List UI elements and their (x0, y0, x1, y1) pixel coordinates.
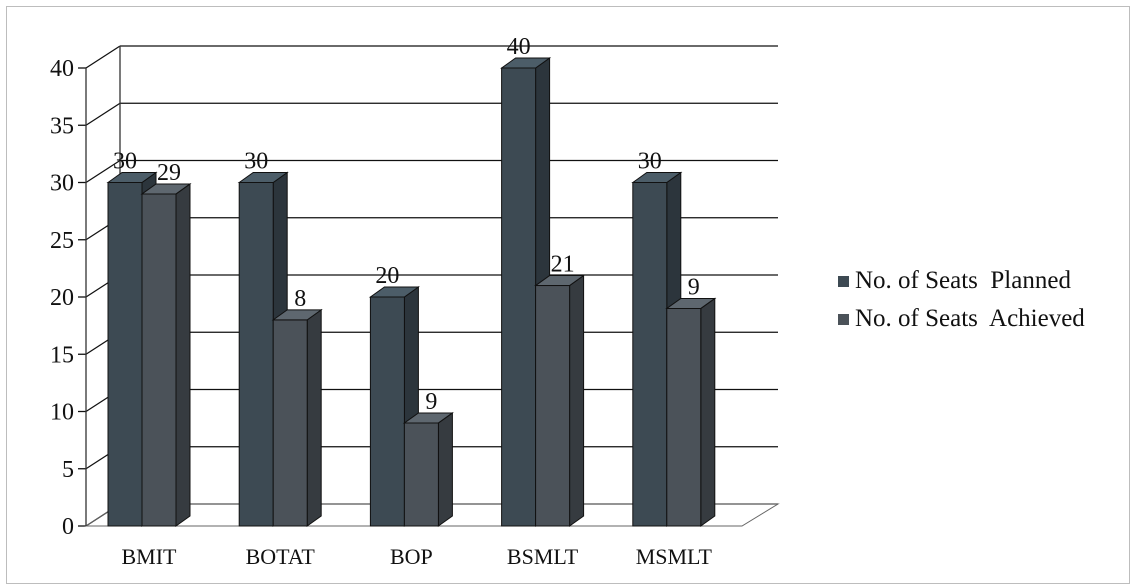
bar (141, 193, 177, 527)
data-label: 21 (551, 252, 575, 278)
y-tick-label: 25 (50, 228, 74, 254)
axes: 0 5 10 15 20 25 30 35 40 BMIT BOTAT BOP BSMLT MSMLT (50, 46, 780, 569)
y-tick-label: 40 (50, 56, 74, 82)
legend-swatch-planned (838, 275, 849, 287)
x-tick-label: BOTAT (246, 544, 316, 569)
data-labels: 30 29 30 8 20 9 40 21 30 9 (113, 34, 700, 415)
gridline-side (85, 102, 121, 126)
legend-item-achieved: No. of Seats Achieved (838, 300, 1085, 338)
legend: No. of Seats Planned No. of Seats Achiev… (838, 262, 1085, 338)
data-label: 40 (507, 34, 531, 60)
y-tick-label: 10 (50, 400, 74, 426)
bars (106, 57, 717, 527)
legend-label-achieved: No. of Seats Achieved (855, 305, 1085, 332)
gridline-side (85, 159, 121, 184)
bar (403, 422, 439, 527)
y-tick-label: 30 (50, 171, 74, 197)
data-label: 9 (688, 274, 700, 300)
y-tick-label: 15 (50, 342, 74, 368)
data-label: 9 (425, 389, 437, 415)
bar-side (437, 411, 453, 527)
bar (238, 182, 274, 527)
bar-side (175, 182, 191, 527)
data-label: 30 (244, 149, 268, 175)
x-tick-label: BSMLT (507, 544, 579, 569)
legend-item-planned: No. of Seats Planned (838, 262, 1085, 300)
bar-side (569, 274, 585, 527)
y-tick-label: 0 (62, 514, 74, 540)
bar (535, 285, 571, 527)
x-tick-label: MSMLT (636, 544, 713, 569)
data-label: 29 (157, 160, 181, 186)
bar (369, 296, 405, 527)
bar (501, 67, 537, 527)
data-label: 30 (113, 149, 137, 175)
bar (107, 182, 143, 527)
x-tick-label: BOP (390, 544, 433, 569)
bar-top (665, 297, 717, 309)
bar-top (140, 183, 192, 195)
data-label: 8 (294, 286, 306, 312)
bar (666, 307, 702, 527)
bar-top (237, 172, 289, 183)
data-label: 30 (638, 149, 662, 175)
y-tick-label: 35 (50, 113, 74, 139)
x-tick-label: BMIT (122, 544, 178, 569)
bar-top (271, 309, 323, 321)
bar (632, 182, 668, 527)
bar-top (534, 275, 586, 287)
bar-top (106, 172, 158, 183)
bar-top (631, 172, 683, 183)
legend-swatch-achieved (838, 313, 849, 325)
data-label: 20 (375, 263, 399, 289)
bar (272, 319, 308, 527)
y-tick-label: 5 (62, 457, 74, 483)
bar-top (402, 412, 454, 424)
bar-top (500, 57, 552, 69)
bar-top (368, 286, 420, 298)
bar-side (306, 308, 322, 527)
legend-label-planned: No. of Seats Planned (855, 267, 1071, 294)
y-tick-label: 20 (50, 285, 74, 311)
gridline-side (85, 45, 121, 69)
bar-side (700, 297, 716, 527)
